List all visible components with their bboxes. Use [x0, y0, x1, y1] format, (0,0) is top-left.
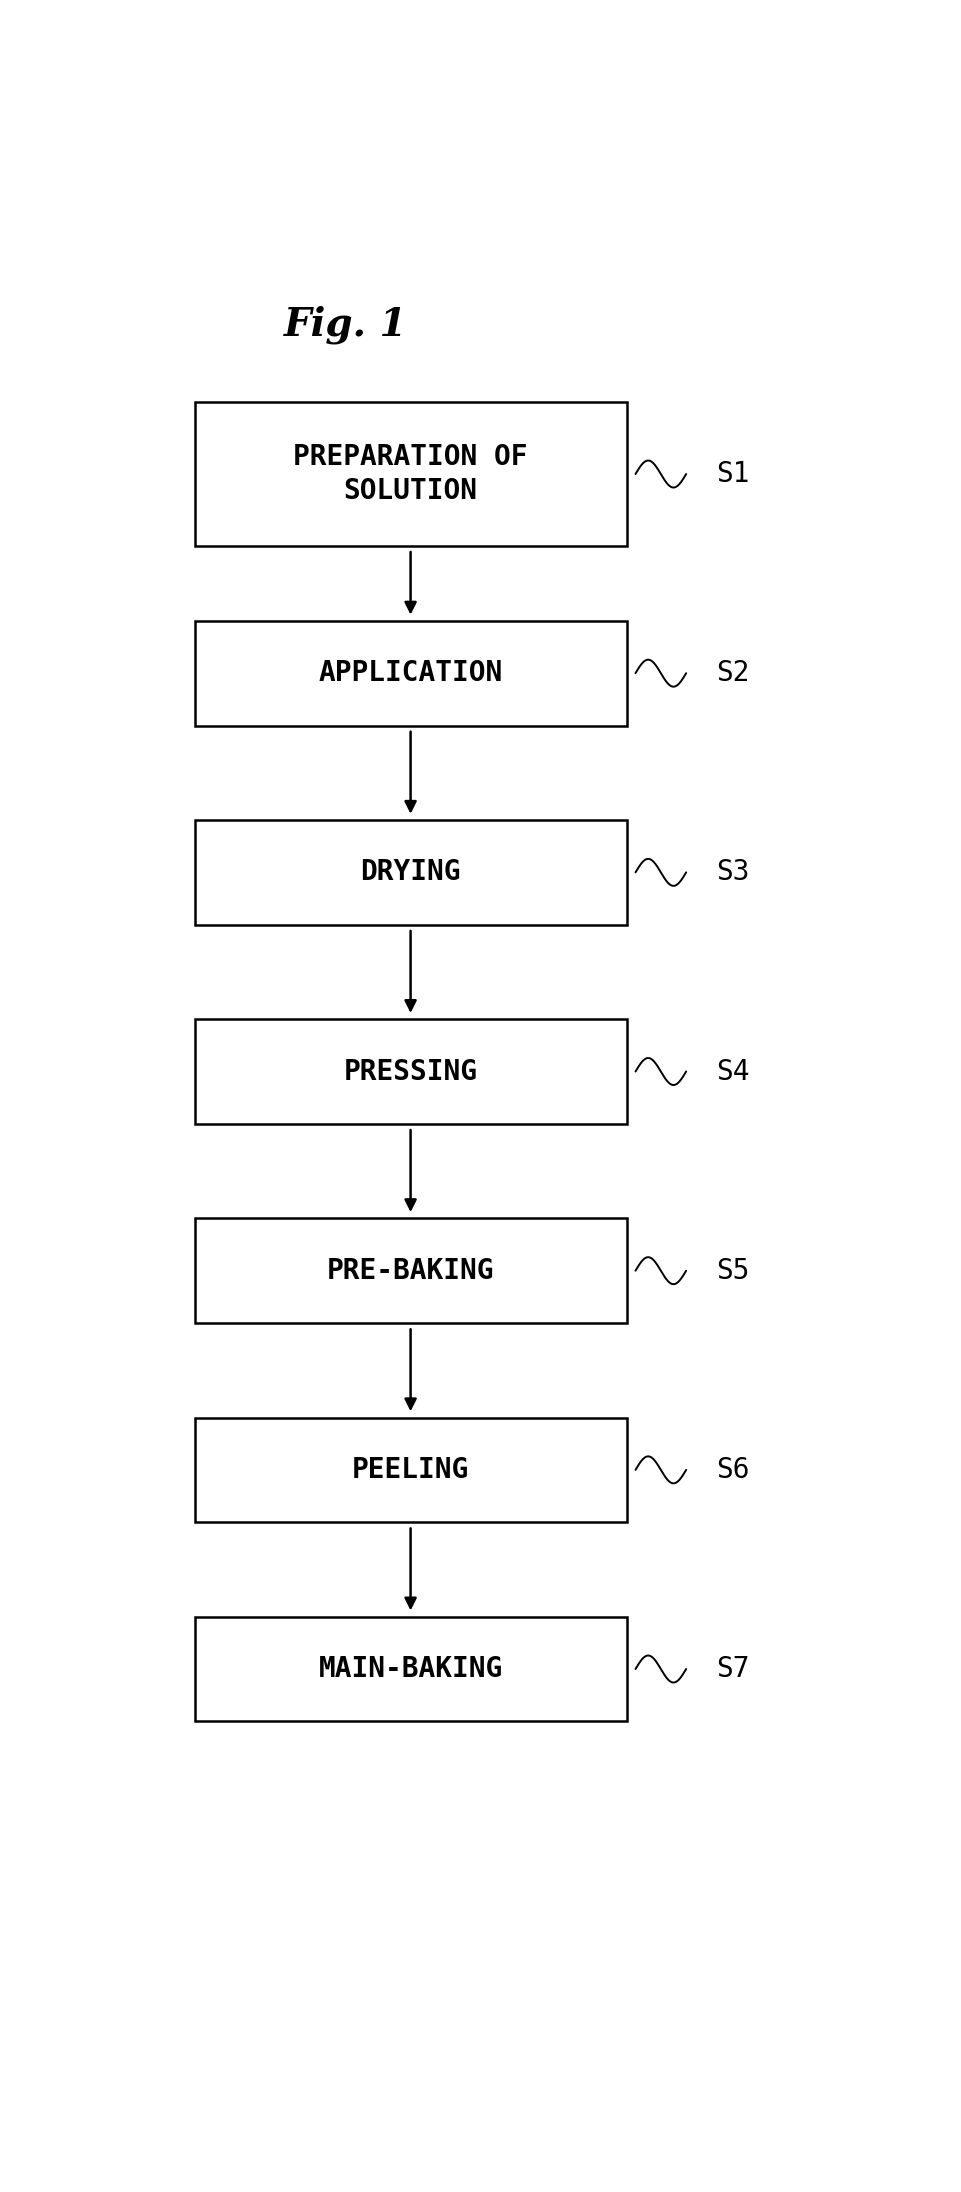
Text: S6: S6: [716, 1455, 750, 1484]
Bar: [195, 1019, 627, 1124]
Bar: [195, 403, 627, 546]
Bar: [195, 1219, 627, 1324]
Bar: [195, 820, 627, 925]
Text: S4: S4: [716, 1057, 750, 1085]
Bar: [195, 1618, 627, 1721]
Text: PEELING: PEELING: [352, 1455, 469, 1484]
Text: MAIN-BAKING: MAIN-BAKING: [318, 1655, 503, 1683]
Text: PRE-BAKING: PRE-BAKING: [327, 1256, 494, 1285]
Text: S2: S2: [716, 660, 750, 686]
Text: DRYING: DRYING: [360, 859, 461, 886]
Text: PREPARATION OF
SOLUTION: PREPARATION OF SOLUTION: [293, 443, 528, 506]
Text: S3: S3: [716, 859, 750, 886]
Text: Fig. 1: Fig. 1: [284, 305, 407, 344]
Text: S1: S1: [716, 460, 750, 489]
Text: PRESSING: PRESSING: [344, 1057, 478, 1085]
Text: APPLICATION: APPLICATION: [318, 660, 503, 686]
Text: S5: S5: [716, 1256, 750, 1285]
Bar: [195, 1418, 627, 1521]
Text: S7: S7: [716, 1655, 750, 1683]
Bar: [195, 620, 627, 726]
